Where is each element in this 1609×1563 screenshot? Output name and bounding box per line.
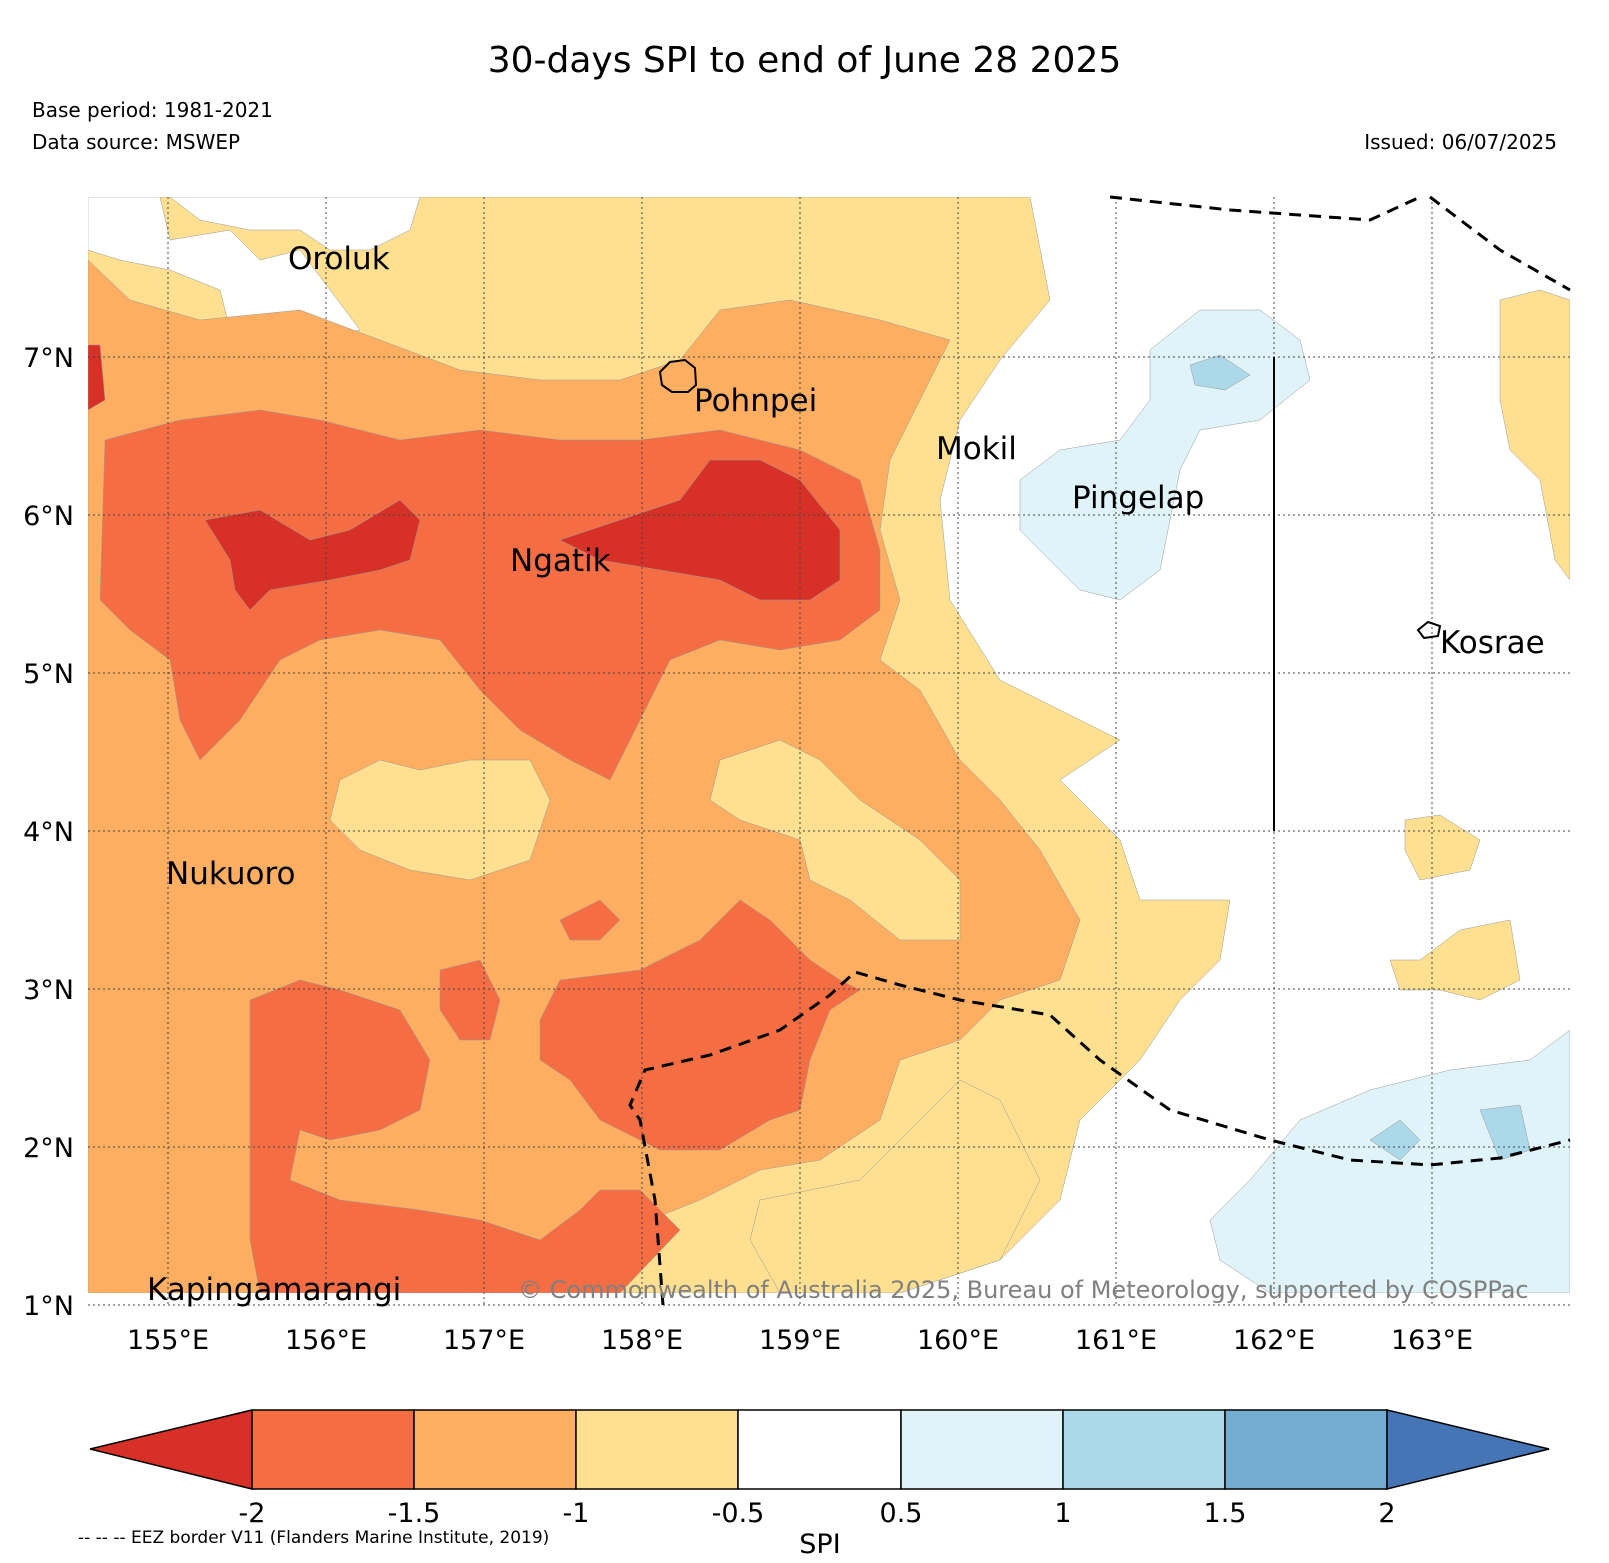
- lat-label-1n: 1°N: [23, 1291, 74, 1322]
- copyright-notice: © Commonwealth of Australia 2025, Bureau…: [518, 1276, 1529, 1304]
- colorbar-segment: [737, 1409, 902, 1490]
- spi-band-wet-2-south: [1369, 1119, 1421, 1161]
- spi-band-dry-3-patch: [439, 959, 501, 1041]
- label-mokil: Mokil: [936, 431, 1017, 467]
- colorbar-tick: 1.5: [1204, 1498, 1247, 1529]
- spi-band-dry-4-east: [559, 459, 841, 601]
- label-kapingamarangi: Kapingamarangi: [147, 1272, 401, 1308]
- lon-label-157e: 157°E: [443, 1325, 525, 1356]
- spi-field: [88, 197, 1570, 1293]
- spi-band-dry-4-west-strip: [88, 344, 106, 411]
- map-gridlines: [88, 197, 1570, 1306]
- spi-band-dry-1-east: [1499, 289, 1570, 581]
- lon-label-160e: 160°E: [917, 1325, 999, 1356]
- spi-band-dry-3-patch-2: [559, 899, 621, 941]
- colorbar-tick: -1.5: [388, 1498, 441, 1529]
- data-source: Data source: MSWEP: [32, 130, 241, 154]
- spi-band-dry-1-patch-2: [709, 739, 961, 941]
- spi-band-dry-1-east-3: [1389, 919, 1521, 1001]
- spi-band-dry-4-west: [204, 499, 421, 611]
- lon-label-159e: 159°E: [759, 1325, 841, 1356]
- spi-band-wet-2-north: [1189, 354, 1251, 391]
- colorbar-tick: -0.5: [712, 1498, 765, 1529]
- colorbar-segment: [1062, 1409, 1226, 1490]
- spi-band-dry-3-center: [539, 899, 861, 1151]
- kosrae-island-shape: [1416, 620, 1442, 640]
- lon-label-156e: 156°E: [285, 1325, 367, 1356]
- colorbar-label: SPI: [799, 1529, 840, 1560]
- eez-legend-note: -- -- -- EEZ border V11 (Flanders Marine…: [78, 1528, 550, 1548]
- label-oroluk: Oroluk: [288, 241, 390, 277]
- label-pingelap: Pingelap: [1072, 480, 1204, 516]
- colorbar-above-max: [1386, 1409, 1550, 1490]
- lon-label-162e: 162°E: [1233, 1325, 1315, 1356]
- colorbar-segment: [1224, 1409, 1388, 1490]
- colorbar-below-min: [89, 1409, 253, 1490]
- lat-label-6n: 6°N: [23, 501, 74, 532]
- lat-label-3n: 3°N: [23, 975, 74, 1006]
- colorbar-segment: [900, 1409, 1064, 1490]
- lat-label-5n: 5°N: [23, 659, 74, 690]
- colorbar-tick: 2: [1378, 1498, 1395, 1529]
- lon-label-155e: 155°E: [127, 1325, 209, 1356]
- colorbar-tick: -1: [563, 1498, 590, 1529]
- spi-band-dry-1-patch-3: [749, 1079, 1041, 1293]
- near-normal-gap-2: [169, 197, 421, 251]
- spi-band-dry-3-south: [249, 979, 681, 1293]
- lon-label-161e: 161°E: [1075, 1325, 1157, 1356]
- colorbar-segment: [251, 1409, 415, 1490]
- base-period: Base period: 1981-2021: [32, 98, 273, 122]
- map-title: 30-days SPI to end of June 28 2025: [487, 40, 1122, 81]
- label-ngatik: Ngatik: [510, 543, 611, 579]
- eez-border: [628, 195, 1571, 1306]
- colorbar-segment: [575, 1409, 739, 1490]
- issued-date: Issued: 06/07/2025: [1364, 130, 1557, 154]
- lat-label-2n: 2°N: [23, 1133, 74, 1164]
- lon-label-158e: 158°E: [601, 1325, 683, 1356]
- label-kosrae: Kosrae: [1440, 625, 1545, 661]
- colorbar-tick: -2: [239, 1498, 266, 1529]
- label-nukuoro: Nukuoro: [166, 856, 295, 892]
- colorbar-tick: 0.5: [880, 1498, 923, 1529]
- pohnpei-island-shape: [658, 358, 698, 393]
- spi-band-dry-1-patch-1: [329, 759, 551, 881]
- colorbar-tick: 1: [1054, 1498, 1071, 1529]
- lon-label-163e: 163°E: [1391, 1325, 1473, 1356]
- label-pohnpei: Pohnpei: [694, 383, 817, 419]
- colorbar-segment: [413, 1409, 577, 1490]
- spi-band-wet-1-south: [1209, 1029, 1570, 1293]
- lat-label-4n: 4°N: [23, 817, 74, 848]
- lat-label-7n: 7°N: [23, 343, 74, 374]
- spi-colorbar: [89, 1409, 1550, 1490]
